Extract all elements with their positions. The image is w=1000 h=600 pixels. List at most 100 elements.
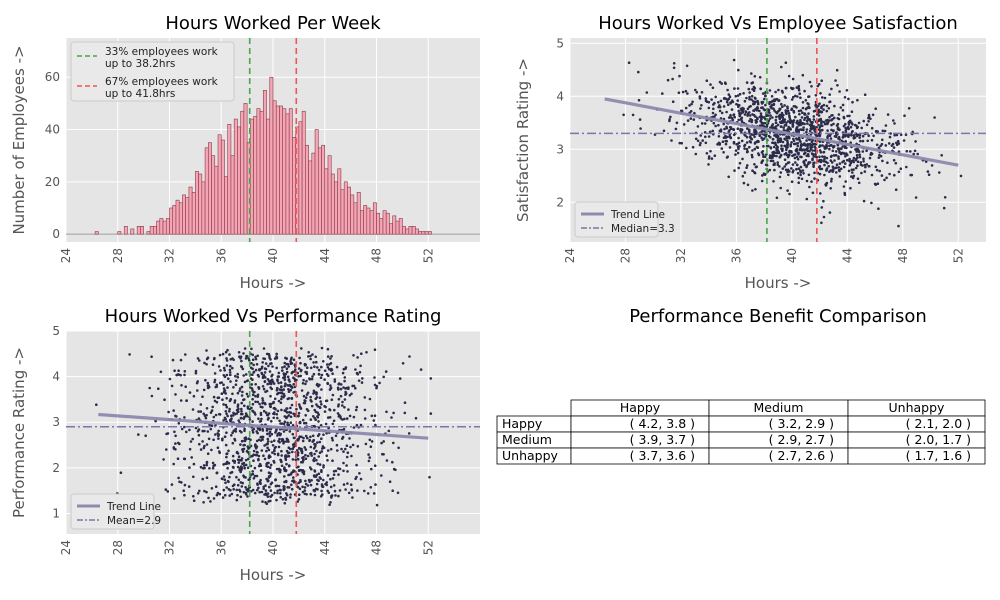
scatter-point (856, 160, 860, 163)
scatter-point (268, 466, 272, 469)
scatter-point (277, 484, 281, 488)
scatter-point (211, 461, 215, 465)
scatter-point (241, 450, 245, 453)
scatter-point (722, 105, 726, 108)
scatter-point (296, 458, 300, 461)
scatter-point (225, 373, 229, 377)
scatter-point (282, 488, 286, 492)
scatter-point (284, 409, 288, 413)
scatter-point (838, 169, 841, 173)
scatter-point (773, 99, 777, 103)
scatter-point (797, 130, 800, 133)
column-header: Unhappy (889, 400, 946, 415)
scatter-point (295, 378, 298, 382)
scatter-point (292, 383, 296, 386)
scatter-point (861, 134, 865, 138)
scatter-point (686, 119, 690, 122)
scatter-point (262, 347, 266, 350)
scatter-point (768, 89, 772, 92)
scatter-point (264, 492, 268, 495)
scatter-point (712, 121, 716, 125)
scatter-point (795, 142, 798, 145)
scatter-point (313, 416, 317, 420)
scatter-point (298, 356, 301, 360)
histogram-bar (214, 165, 219, 235)
scatter-point (244, 486, 247, 489)
scatter-point (259, 469, 263, 472)
scatter-point (892, 146, 896, 149)
scatter-point (785, 145, 788, 149)
scatter-point (799, 173, 802, 177)
scatter-point (311, 353, 314, 356)
scatter-point (781, 140, 785, 144)
scatter-point (246, 495, 249, 498)
scatter-point (796, 157, 800, 161)
scatter-point (209, 411, 213, 414)
scatter-point (681, 90, 685, 94)
scatter-point (309, 492, 313, 496)
scatter-point (800, 116, 804, 119)
scatter-point (855, 153, 859, 157)
scatter-point (203, 361, 206, 365)
scatter-point (776, 146, 779, 149)
scatter-point (243, 427, 246, 431)
scatter-point (724, 142, 728, 146)
scatter-point (699, 107, 702, 110)
y-tick-label: 20 (45, 175, 60, 189)
scatter-point (307, 355, 310, 358)
histogram-bar (360, 210, 364, 235)
scatter-point (740, 116, 744, 120)
scatter-point (230, 434, 233, 437)
scatter-point (356, 445, 360, 448)
scatter-point (258, 402, 261, 406)
scatter-point (305, 380, 308, 383)
scatter-point (280, 397, 283, 401)
scatter-point (314, 355, 318, 359)
scatter-point (198, 489, 201, 493)
scatter-point (832, 154, 836, 157)
scatter-point (675, 121, 679, 125)
scatter-point (336, 386, 340, 390)
scatter-point (914, 140, 917, 143)
scatter-point (677, 91, 681, 94)
scatter-point (805, 197, 809, 201)
scatter-point (844, 155, 847, 158)
scatter-point (712, 107, 715, 111)
scatter-point (350, 454, 353, 458)
scatter-point (795, 168, 798, 171)
scatter-point (740, 139, 744, 143)
x-tick-label: 32 (163, 540, 177, 555)
scatter-point (287, 454, 291, 458)
scatter-point (800, 122, 804, 126)
scatter-point (322, 464, 325, 467)
scatter-point (408, 355, 411, 358)
scatter-point (828, 147, 831, 151)
scatter-point (896, 139, 900, 143)
scatter-point (821, 155, 824, 158)
scatter-point (758, 76, 762, 79)
scatter-point (359, 364, 362, 368)
scatter-point (278, 470, 282, 474)
scatter-point (330, 355, 333, 358)
scatter-point (184, 353, 187, 356)
scatter-point (301, 418, 305, 422)
scatter-point (252, 391, 255, 394)
scatter-point (722, 122, 725, 126)
histogram-bar (275, 105, 280, 235)
scatter-point (283, 501, 287, 505)
scatter-point (227, 449, 230, 453)
scatter-point (241, 367, 245, 371)
scatter-point (269, 499, 272, 503)
scatter-point (347, 491, 351, 495)
x-tick-label: 36 (729, 248, 743, 263)
scatter-point (240, 385, 244, 389)
scatter-point (811, 149, 814, 152)
scatter-point (806, 122, 809, 125)
scatter-point (263, 457, 267, 461)
scatter-point (290, 356, 293, 360)
histogram-bar (198, 173, 203, 235)
scatter-point (280, 437, 284, 441)
y-tick-label: 60 (45, 70, 60, 84)
